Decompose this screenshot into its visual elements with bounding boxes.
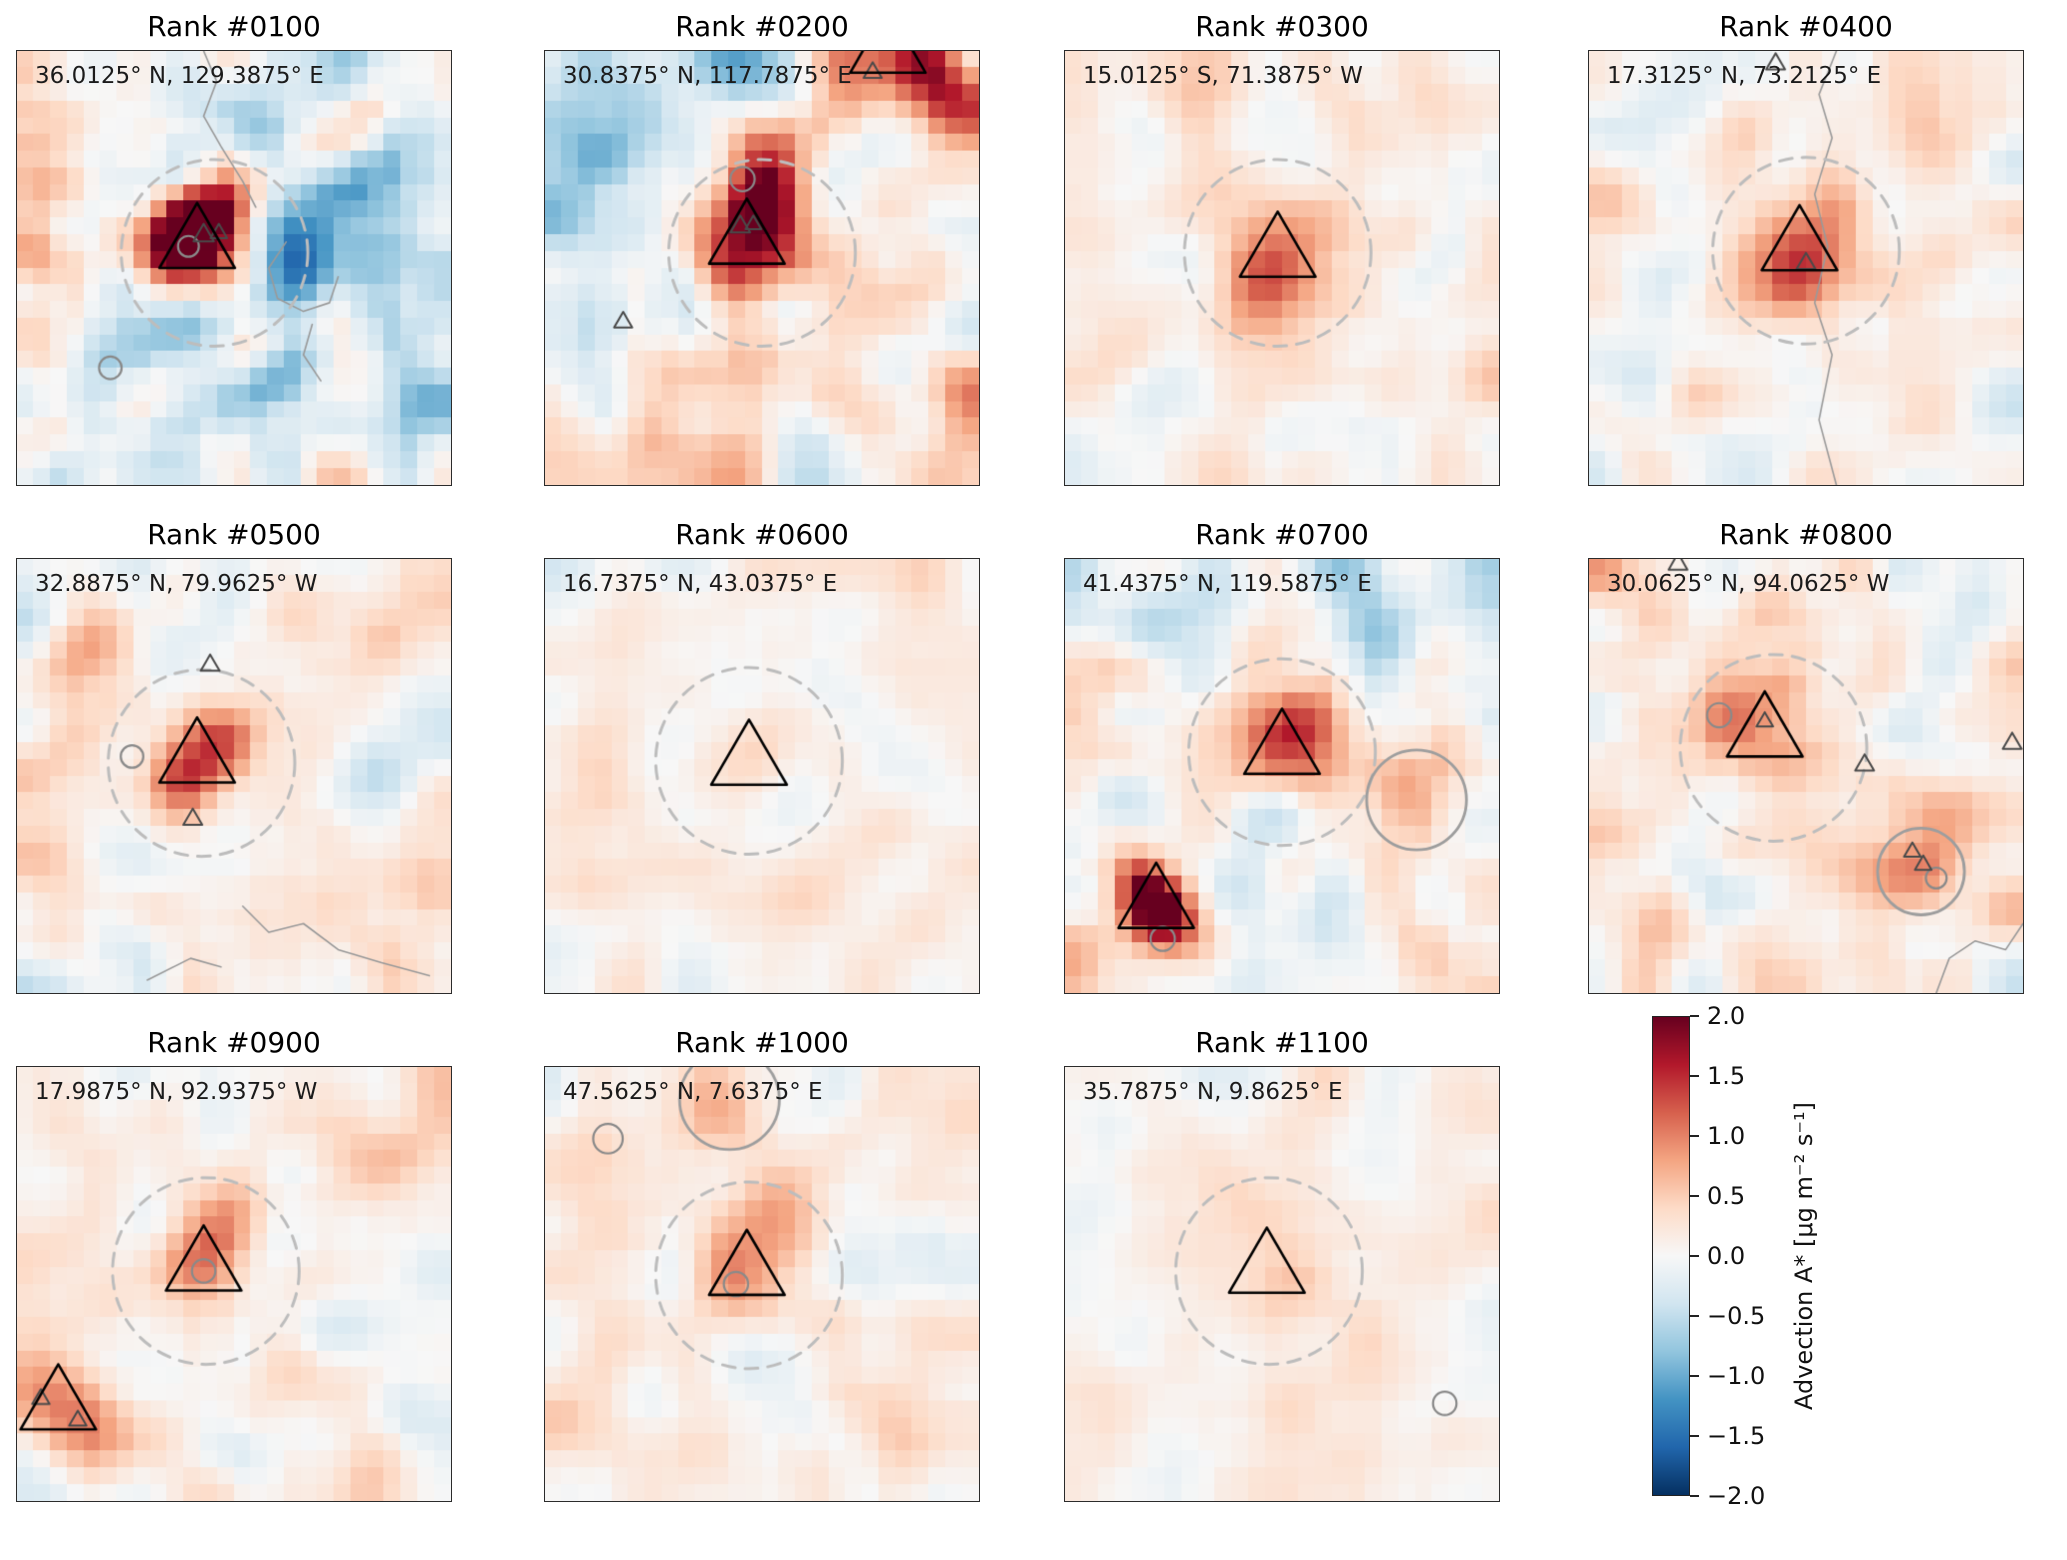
colorbar: 2.0 1.5 1.0 0.5 0.0 −0.5 −1.0 −1.5 −2.0 Advectio… [1652,1002,1882,1510]
heatmap-canvas [545,51,979,485]
heatmap-canvas [1589,559,2023,993]
colorbar-tick: 0.0 [1690,1242,1745,1270]
panel-rank-0500: Rank #0500 32.8875° N, 79.9625° W [16,518,452,994]
panel-rank-0600: Rank #0600 16.7375° N, 43.0375° E [544,518,980,994]
heatmap-canvas [1065,1067,1499,1501]
panel-title: Rank #0800 [1719,518,1893,551]
panel-rank-0100: Rank #0100 36.0125° N, 129.3875° E [16,10,452,486]
colorbar-tick: 0.5 [1690,1182,1745,1210]
panel-coordinates-label: 15.0125° S, 71.3875° W [1083,63,1363,89]
tick-label: −1.0 [1707,1362,1766,1390]
colorbar-tick: 1.5 [1690,1062,1745,1090]
panel-title: Rank #0500 [147,518,321,551]
panel-rank-1000: Rank #1000 47.5625° N, 7.6375° E [544,1026,980,1502]
tick-label: 1.0 [1707,1122,1746,1150]
panel-title: Rank #1000 [675,1026,849,1059]
heatmap-canvas [17,1067,451,1501]
panel-rank-0300: Rank #0300 15.0125° S, 71.3875° W [1064,10,1500,486]
panel-coordinates-label: 36.0125° N, 129.3875° E [35,63,324,89]
panel-rank-0700: Rank #0700 41.4375° N, 119.5875° E [1064,518,1500,994]
tick-mark [1690,1255,1699,1257]
panel-title: Rank #1100 [1195,1026,1369,1059]
colorbar-tick: 1.0 [1690,1122,1745,1150]
heatmap-canvas [545,1067,979,1501]
panel-coordinates-label: 47.5625° N, 7.6375° E [563,1079,823,1105]
colorbar-tick: 2.0 [1690,1002,1745,1030]
heatmap-canvas [17,51,451,485]
panel-coordinates-label: 32.8875° N, 79.9625° W [35,571,318,597]
panel-title: Rank #0600 [675,518,849,551]
panel-coordinates-label: 17.3125° N, 73.2125° E [1607,63,1882,89]
tick-mark [1690,1315,1699,1317]
panel-title: Rank #0900 [147,1026,321,1059]
colorbar-gradient [1652,1016,1690,1496]
tick-label: −2.0 [1707,1482,1766,1510]
colorbar-label: Advection A* [μg m⁻² s⁻¹] [1790,1102,1818,1410]
tick-label: 0.5 [1707,1182,1746,1210]
tick-mark [1690,1435,1699,1437]
panel-coordinates-label: 30.8375° N, 117.7875° E [563,63,852,89]
panel-rank-1100: Rank #1100 35.7875° N, 9.8625° E [1064,1026,1500,1502]
heatmap-canvas [17,559,451,993]
tick-label: −1.5 [1707,1422,1766,1450]
tick-mark [1690,1015,1699,1017]
panel-title: Rank #0300 [1195,10,1369,43]
heatmap-canvas [1589,51,2023,485]
tick-mark [1690,1195,1699,1197]
colorbar-tick: −0.5 [1690,1302,1765,1330]
tick-label: −0.5 [1707,1302,1766,1330]
panel-rank-0800: Rank #0800 30.0625° N, 94.0625° W [1588,518,2024,994]
heatmap-canvas [1065,559,1499,993]
panel-title: Rank #0200 [675,10,849,43]
panel-title: Rank #0700 [1195,518,1369,551]
tick-label: 1.5 [1707,1062,1746,1090]
panel-title: Rank #0100 [147,10,321,43]
colorbar-tick: −2.0 [1690,1482,1765,1510]
panel-coordinates-label: 41.4375° N, 119.5875° E [1083,571,1372,597]
tick-mark [1690,1495,1699,1497]
heatmap-canvas [1065,51,1499,485]
heatmap-canvas [545,559,979,993]
panel-rank-0200: Rank #0200 30.8375° N, 117.7875° E [544,10,980,486]
panel-rank-0400: Rank #0400 17.3125° N, 73.2125° E [1588,10,2024,486]
panel-coordinates-label: 30.0625° N, 94.0625° W [1607,571,1890,597]
tick-label: 2.0 [1707,1002,1746,1030]
colorbar-tick: −1.0 [1690,1362,1765,1390]
tick-mark [1690,1135,1699,1137]
tick-label: 0.0 [1707,1242,1746,1270]
colorbar-tick: −1.5 [1690,1422,1765,1450]
panel-coordinates-label: 35.7875° N, 9.8625° E [1083,1079,1343,1105]
panel-coordinates-label: 17.9875° N, 92.9375° W [35,1079,318,1105]
tick-mark [1690,1075,1699,1077]
panel-coordinates-label: 16.7375° N, 43.0375° E [563,571,838,597]
tick-mark [1690,1375,1699,1377]
panel-rank-0900: Rank #0900 17.9875° N, 92.9375° W [16,1026,452,1502]
panel-title: Rank #0400 [1719,10,1893,43]
